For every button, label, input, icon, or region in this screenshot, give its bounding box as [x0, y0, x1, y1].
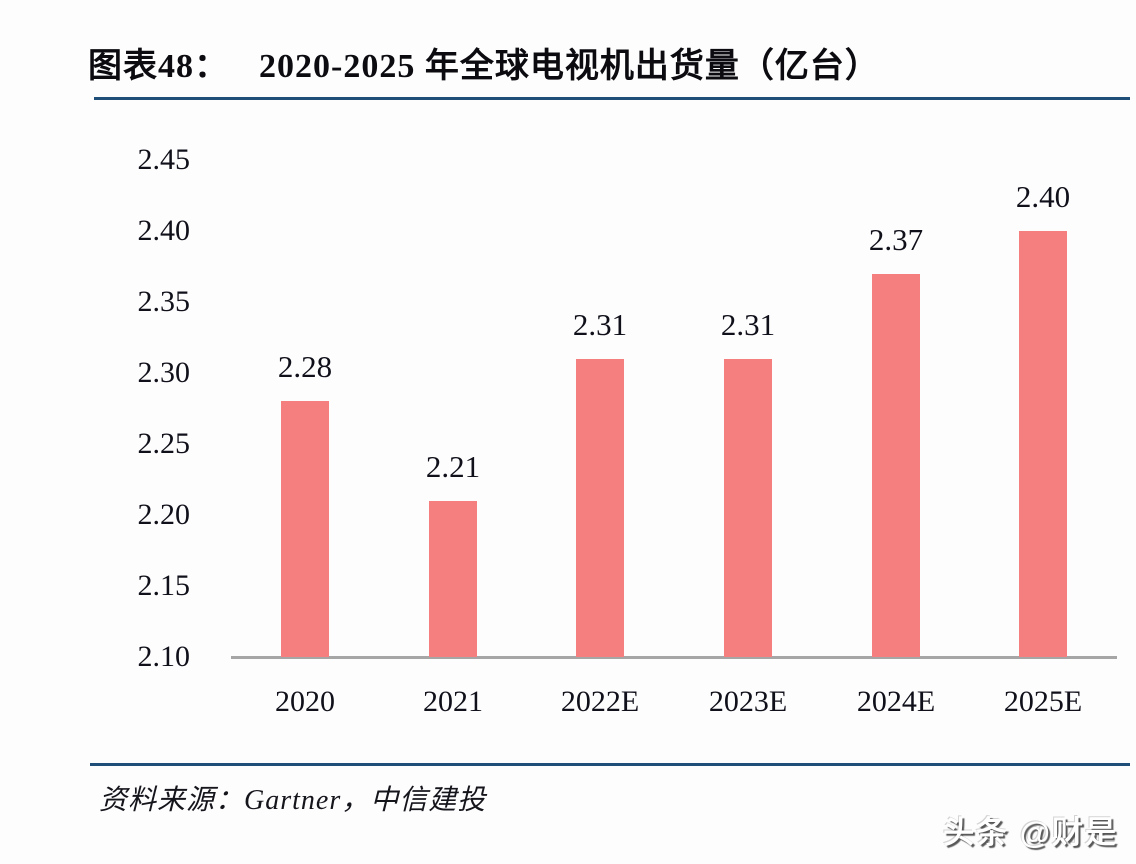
bar-2024E [872, 274, 920, 657]
x-axis-tick-label: 2021 [423, 685, 483, 718]
bar-2025E [1019, 231, 1067, 657]
y-axis-tick-label: 2.35 [137, 285, 191, 318]
y-axis-tick-label: 2.40 [137, 214, 191, 247]
y-axis-tick-label: 2.25 [137, 427, 191, 460]
title-underline-rule [94, 97, 1130, 100]
x-axis-tick-label: 2022E [560, 685, 640, 718]
bar-2020 [281, 401, 329, 657]
x-axis-line [231, 656, 1117, 659]
x-axis-tick-label: 2025E [1003, 685, 1083, 718]
y-axis-tick-label: 2.20 [137, 498, 191, 531]
plot-area: 2.28 2.21 2.31 2.31 2.37 2.40 [231, 160, 1117, 659]
watermark-text: 头条 @财是 [943, 815, 1118, 850]
bar-value-label: 2.31 [720, 307, 776, 342]
bar-value-label: 2.37 [868, 222, 924, 257]
figure-title-text: 2020-2025 年全球电视机出货量（亿台） [259, 48, 880, 85]
x-axis-tick-label: 2024E [856, 685, 936, 718]
figure-number-label: 图表48： [88, 48, 229, 85]
bar-value-label: 2.21 [425, 449, 481, 484]
y-axis-tick-label: 2.45 [137, 143, 191, 176]
y-axis-tick-label: 2.15 [137, 569, 191, 602]
bar-value-label: 2.28 [277, 349, 333, 384]
bar-2022E [576, 359, 624, 657]
bar-2021 [429, 501, 477, 657]
footer-divider-rule [90, 763, 1130, 766]
bar-value-label: 2.40 [1015, 179, 1071, 214]
bar-2023E [724, 359, 772, 657]
x-axis-tick-label: 2020 [275, 685, 335, 718]
bar-value-label: 2.31 [572, 307, 628, 342]
y-axis-tick-label: 2.10 [137, 640, 191, 673]
y-axis-tick-label: 2.30 [137, 356, 191, 389]
data-source-note: 资料来源：Gartner，中信建投 [99, 785, 487, 816]
x-axis-tick-label: 2023E [708, 685, 788, 718]
figure-title: 图表48： 2020-2025 年全球电视机出货量（亿台） [88, 38, 880, 87]
